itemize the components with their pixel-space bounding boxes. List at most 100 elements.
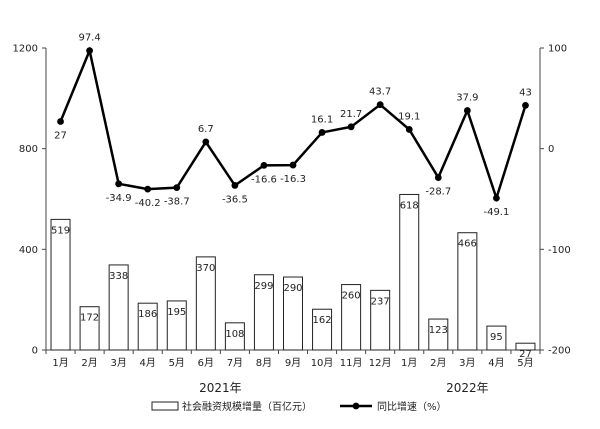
x-tick-label: 3月 <box>110 357 126 369</box>
bar <box>428 318 449 351</box>
line-layer <box>57 46 529 203</box>
x-tick-label: 6月 <box>198 357 214 369</box>
bar-value-label: 618 <box>400 200 419 211</box>
growth-value-label: 97.4 <box>78 33 100 44</box>
bar <box>166 300 187 351</box>
growth-point <box>318 129 326 136</box>
bar <box>486 325 507 351</box>
bar-value-label: 95 <box>490 332 503 343</box>
legend-line-label: 同比增速（%） <box>377 400 447 413</box>
left-tick-label: 0 <box>32 346 38 357</box>
bars-layer <box>50 193 536 351</box>
year-label: 2021年 <box>199 381 242 395</box>
right-tick-label: -200 <box>548 346 571 357</box>
growth-point <box>434 174 442 181</box>
bar-value-label: 299 <box>254 281 273 292</box>
bar <box>312 308 333 351</box>
x-tick-label: 4月 <box>488 357 504 369</box>
growth-point <box>231 182 239 189</box>
bar-value-label: 172 <box>80 313 99 324</box>
bar <box>515 342 536 351</box>
bar <box>370 289 391 351</box>
bar-value-label: 123 <box>429 325 448 336</box>
left-tick-label: 800 <box>19 144 38 155</box>
growth-value-label: -16.3 <box>280 174 306 185</box>
bar-value-label: 519 <box>51 225 70 236</box>
growth-value-label: -40.2 <box>135 198 161 209</box>
axes-layer: 0 400 800 1200 -200 -100 0 100 1月 2月 3月 4月 5月 6月 7月 8月 9… <box>13 44 571 396</box>
x-tick-label: 4月 <box>140 357 156 369</box>
growth-value-label: 6.7 <box>198 124 214 135</box>
growth-point <box>289 161 297 169</box>
growth-value-label: -36.5 <box>222 194 248 205</box>
bar <box>399 193 420 351</box>
x-tick-label: 2月 <box>430 357 446 369</box>
bar-value-label: 260 <box>342 291 361 302</box>
x-tick-label: 7月 <box>227 357 243 369</box>
growth-value-label: -16.6 <box>251 174 277 185</box>
growth-value-label: 43.7 <box>369 87 391 98</box>
bar <box>253 274 274 351</box>
bar <box>79 306 100 351</box>
bar <box>457 232 478 351</box>
growth-value-label: -49.1 <box>483 207 509 218</box>
x-tick-label: 3月 <box>459 357 475 369</box>
x-tick-label: 12月 <box>369 357 392 369</box>
x-tick-label: 9月 <box>285 357 301 369</box>
growth-point <box>493 194 500 202</box>
x-tick-label: 1月 <box>401 357 417 369</box>
growth-value-label: 37.9 <box>456 93 478 104</box>
bar <box>50 218 71 351</box>
right-tick-label: 0 <box>548 144 554 155</box>
growth-value-label: 43 <box>519 87 532 98</box>
bar <box>283 276 303 351</box>
growth-point <box>347 123 355 131</box>
growth-point <box>202 138 210 146</box>
bar-value-label: 370 <box>196 263 215 274</box>
legend-line-marker <box>352 402 360 410</box>
bar-value-label: 338 <box>109 271 128 282</box>
bar-value-label: 466 <box>458 239 477 250</box>
bar-value-label: 27 <box>519 349 532 360</box>
growth-value-label: -34.9 <box>106 193 132 204</box>
growth-value-label: 19.1 <box>398 111 420 122</box>
legend: 社会融资规模增量（百亿元） 同比增速（%） <box>151 400 447 413</box>
x-tick-label: 8月 <box>256 357 272 369</box>
x-tick-label: 5月 <box>169 357 185 369</box>
growth-point <box>405 126 413 133</box>
growth-point <box>144 185 152 193</box>
year-label: 2022年 <box>446 381 489 395</box>
growth-point <box>57 118 64 125</box>
growth-point <box>522 101 529 109</box>
growth-point <box>86 47 93 55</box>
growth-point <box>463 107 471 114</box>
bar-value-label: 108 <box>225 329 244 340</box>
growth-point <box>115 180 123 188</box>
growth-point <box>376 101 384 109</box>
growth-value-label: -28.7 <box>425 187 451 198</box>
bar <box>224 322 245 351</box>
growth-point <box>173 184 181 192</box>
right-tick-label: 100 <box>548 44 567 55</box>
bar-value-label: 290 <box>283 283 302 294</box>
legend-bar-label: 社会融资规模增量（百亿元） <box>182 400 312 413</box>
x-tick-label: 5月 <box>517 357 533 369</box>
x-tick-label: 1月 <box>52 357 68 369</box>
x-tick-label: 2月 <box>81 357 97 369</box>
bar <box>137 302 158 351</box>
labels-layer: 519 172 338 186 195 370 108 299 290 162 260 237 618 1… <box>51 33 532 361</box>
left-tick-label: 400 <box>19 245 38 256</box>
growth-value-label: 27 <box>54 130 67 141</box>
bar <box>108 264 129 351</box>
bar <box>195 256 216 351</box>
right-tick-label: -100 <box>548 245 571 256</box>
bar-value-label: 237 <box>371 296 390 307</box>
bar-value-label: 186 <box>138 309 157 320</box>
bar-value-label: 162 <box>313 315 332 326</box>
growth-value-label: -38.7 <box>164 197 190 208</box>
x-tick-label: 11月 <box>340 357 363 369</box>
bar-value-label: 195 <box>167 307 186 318</box>
growth-point <box>260 161 268 169</box>
growth-value-label: 21.7 <box>340 109 362 120</box>
